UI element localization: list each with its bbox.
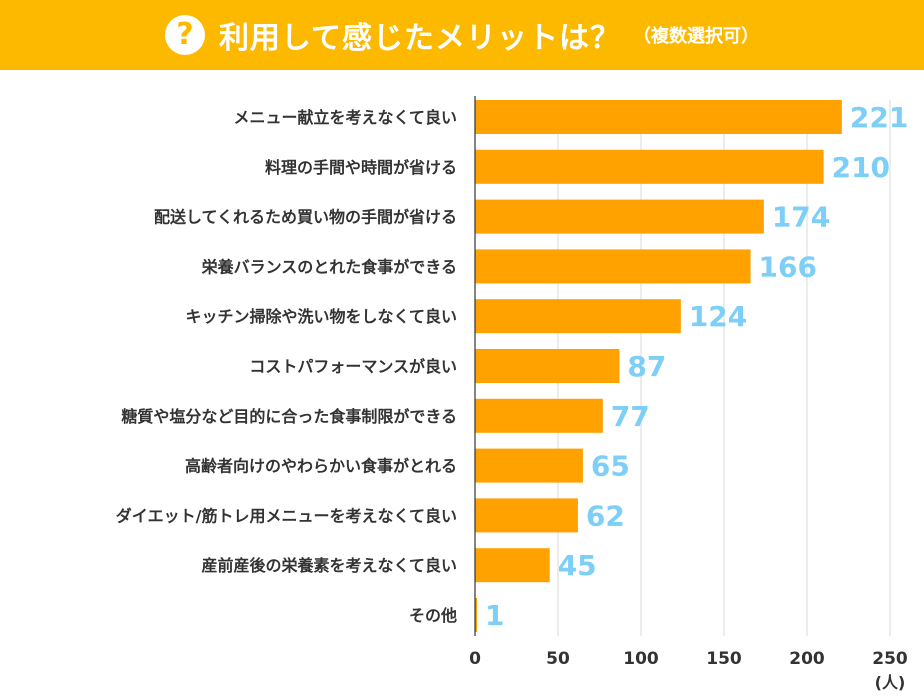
value-label: 87 — [627, 350, 666, 383]
value-label: 65 — [591, 450, 630, 483]
bar-chart: メニュー献立を考えなくて良い 221 料理の手間や時間が省ける 210 配送してくれるた… — [116, 96, 908, 692]
value-label: 45 — [558, 549, 597, 582]
bar — [475, 100, 842, 134]
header-content: ? 利用して感じたメリットは？ （複数選択可） — [164, 13, 760, 57]
value-label: 174 — [772, 201, 830, 234]
value-label: 210 — [832, 151, 890, 184]
chart-subtitle: （複数選択可） — [633, 26, 760, 47]
x-tick-label: 200 — [789, 649, 825, 669]
category-label: 糖質や塩分など目的に合った食事制限ができる — [121, 407, 457, 426]
category-label: コストパフォーマンスが良い — [249, 357, 457, 376]
bar — [475, 398, 603, 433]
bar — [475, 199, 764, 234]
x-tick-label: 250 — [872, 649, 908, 669]
bar — [475, 548, 550, 583]
bar — [475, 448, 583, 483]
x-tick-label: 0 — [469, 649, 481, 669]
bar — [475, 149, 824, 184]
category-label: 産前産後の栄養素を考えなくて良い — [201, 556, 457, 575]
value-label: 221 — [850, 101, 908, 134]
value-label: 62 — [586, 499, 625, 532]
chart-header: ? 利用して感じたメリットは？ （複数選択可） — [0, 0, 924, 70]
bar — [475, 498, 578, 533]
category-label: メニュー献立を考えなくて良い — [233, 108, 457, 127]
bar — [475, 249, 751, 284]
bar — [475, 598, 477, 632]
x-tick-label: 100 — [623, 649, 659, 669]
chart-title: 利用して感じたメリットは？ — [218, 21, 622, 56]
question-icon: ? — [164, 15, 205, 55]
category-label: 料理の手間や時間が省ける — [265, 158, 457, 177]
x-tick-label: 50 — [546, 649, 570, 669]
category-label: その他 — [409, 606, 457, 625]
category-label: キッチン掃除や洗い物をしなくて良い — [185, 307, 457, 326]
value-label: 166 — [759, 250, 817, 283]
bar — [475, 299, 681, 334]
x-tick-label: 150 — [706, 649, 742, 669]
value-label: 77 — [611, 400, 650, 433]
unit-label: (人) — [875, 673, 906, 692]
category-label: 配送してくれるため買い物の手間が省ける — [154, 208, 457, 227]
category-label: ダイエット/筋トレ用メニューを考えなくて良い — [116, 506, 457, 525]
category-label: 栄養バランスのとれた食事ができる — [201, 257, 457, 276]
value-label: 1 — [485, 599, 504, 632]
value-label: 124 — [689, 300, 747, 333]
bar — [475, 349, 620, 383]
category-label: 高齢者向けのやわらかい食事がとれる — [185, 457, 457, 476]
